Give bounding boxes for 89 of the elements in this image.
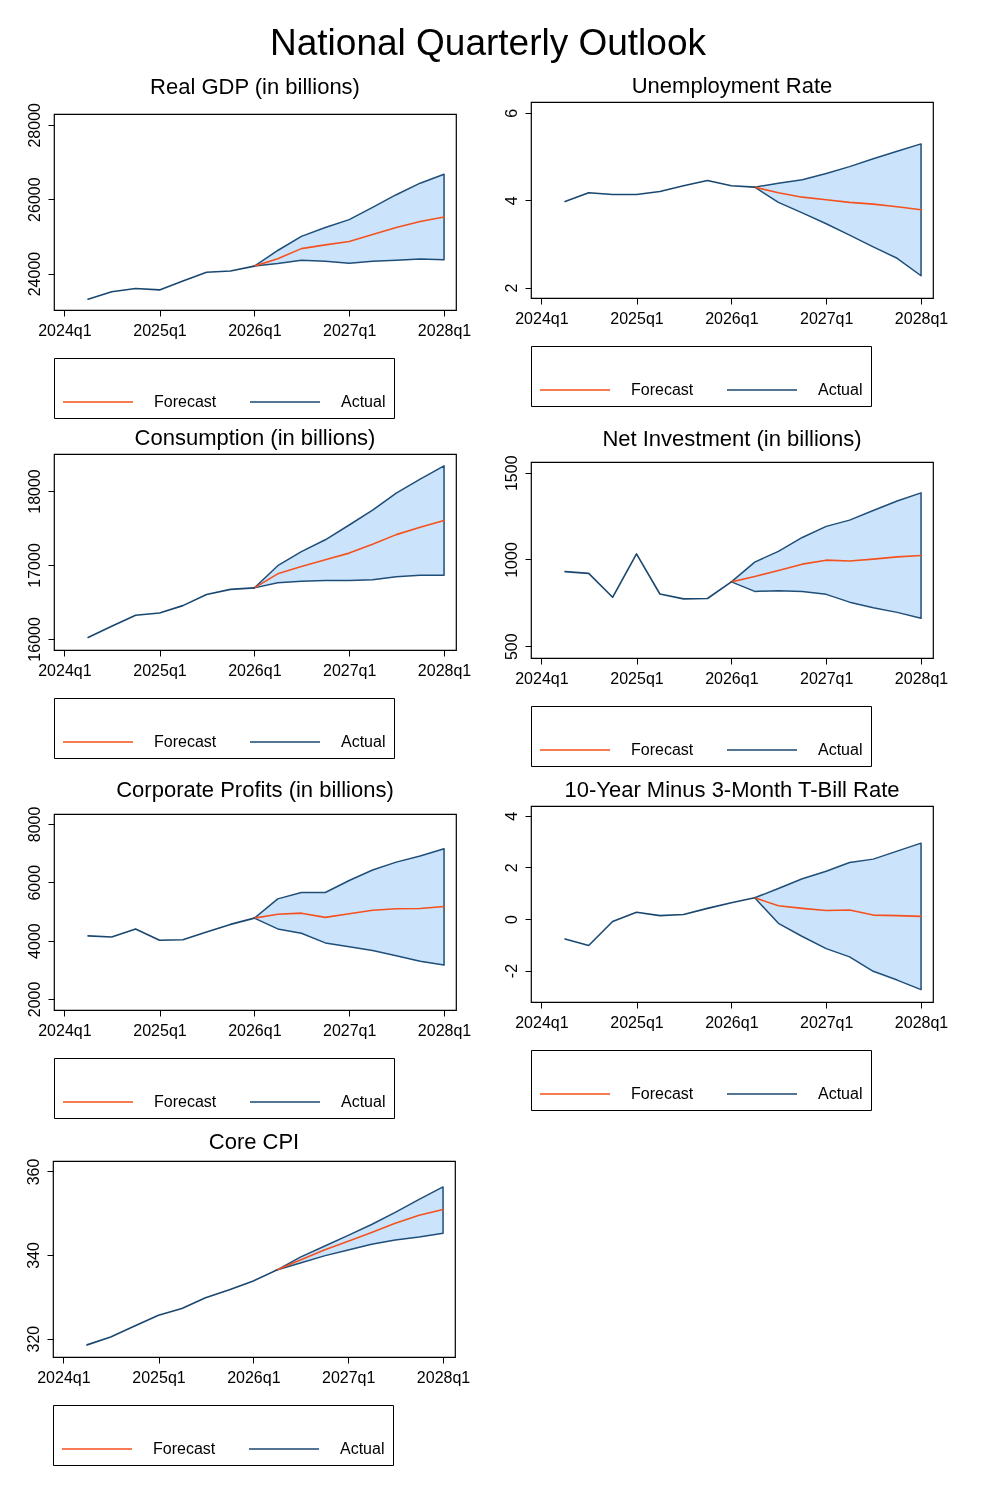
y-tick-label: 24000 — [25, 251, 43, 297]
y-tick-label: 2 — [502, 283, 520, 293]
y-tick-label: 4 — [502, 196, 520, 206]
x-tick-label: 2028q1 — [417, 1021, 472, 1039]
x-tick-label: 2026q1 — [228, 1021, 282, 1039]
line-series — [253, 216, 445, 267]
y-tick-label: 500 — [502, 633, 520, 661]
line-series — [253, 905, 445, 919]
x-tick-label: 2027q1 — [800, 309, 854, 327]
x-tick-label: 2024q1 — [38, 661, 92, 679]
x-tick-label: 2028q1 — [894, 309, 949, 327]
chart-title: Net Investment (in billions) — [602, 425, 862, 451]
legend-label: Forecast — [154, 393, 217, 410]
x-tick-label: 2027q1 — [323, 1021, 377, 1039]
x-tick-label: 2027q1 — [323, 321, 377, 339]
x-tick-label: 2028q1 — [894, 669, 949, 687]
legend-label: Forecast — [631, 381, 694, 398]
y-tick-label: 2000 — [25, 981, 43, 1018]
y-tick-label: 16000 — [25, 617, 43, 662]
x-tick-label: 2025q1 — [133, 1021, 187, 1039]
line-series — [275, 1208, 444, 1271]
x-tick-label: 2024q1 — [37, 1368, 91, 1386]
legend-label: Actual — [341, 393, 386, 410]
legend-label: Actual — [341, 1093, 386, 1110]
x-tick-label: 2025q1 — [610, 1013, 664, 1031]
y-tick-label: 6000 — [25, 864, 43, 901]
y-tick-label: 0 — [502, 914, 520, 924]
line-series — [253, 519, 445, 589]
x-tick-label: 2026q1 — [705, 309, 759, 327]
legend-label: Actual — [818, 381, 863, 398]
y-tick-label: 2 — [502, 863, 520, 873]
x-tick-label: 2027q1 — [323, 661, 377, 679]
legend-label: Actual — [340, 1440, 385, 1457]
x-tick-label: 2026q1 — [705, 1013, 759, 1031]
legend-label: Forecast — [153, 1440, 216, 1457]
legend-label: Actual — [341, 733, 386, 750]
legend-label: Forecast — [631, 1085, 694, 1102]
x-tick-label: 2024q1 — [38, 321, 92, 339]
x-tick-label: 2024q1 — [38, 1021, 92, 1039]
y-tick-label: 17000 — [25, 543, 43, 588]
legend-label: Forecast — [154, 733, 217, 750]
x-tick-label: 2027q1 — [800, 1013, 854, 1031]
chart-title: Real GDP (in billions) — [150, 73, 360, 99]
x-tick-label: 2024q1 — [515, 309, 569, 327]
x-tick-label: 2026q1 — [705, 669, 759, 687]
legend-label: Actual — [818, 1085, 863, 1102]
chart-title: Consumption (in billions) — [134, 425, 376, 450]
legend-label: Forecast — [154, 1093, 217, 1110]
x-tick-label: 2027q1 — [800, 669, 854, 687]
chart-title: Unemployment Rate — [631, 73, 833, 98]
x-tick-label: 2025q1 — [133, 321, 187, 339]
y-tick-label: 320 — [24, 1325, 42, 1353]
y-tick-label: 1000 — [502, 542, 520, 578]
y-tick-label: 4000 — [25, 923, 43, 959]
x-tick-label: 2024q1 — [515, 669, 569, 687]
legend-label: Actual — [818, 741, 863, 758]
x-tick-label: 2025q1 — [132, 1368, 186, 1386]
y-tick-label: 18000 — [25, 469, 43, 514]
y-tick-label: 340 — [24, 1242, 42, 1269]
y-tick-label: 28000 — [25, 102, 43, 148]
x-tick-label: 2026q1 — [227, 1368, 281, 1386]
x-tick-label: 2026q1 — [228, 321, 282, 339]
line-series — [753, 186, 922, 211]
x-tick-label: 2027q1 — [322, 1368, 376, 1386]
x-tick-label: 2026q1 — [228, 661, 282, 679]
text: National Quarterly Outlook — [269, 22, 707, 64]
chart-title: Core CPI — [208, 1129, 300, 1155]
line-series — [87, 917, 256, 942]
x-tick-label: 2025q1 — [133, 661, 187, 679]
line-series — [730, 554, 922, 583]
y-tick-label: 4 — [502, 811, 520, 821]
line-series — [753, 897, 922, 918]
chart-title: 10-Year Minus 3-Month T-Bill Rate — [564, 777, 900, 802]
x-tick-label: 2025q1 — [610, 309, 664, 327]
x-tick-label: 2028q1 — [417, 661, 472, 679]
y-tick-label: 360 — [24, 1158, 42, 1186]
line-series — [86, 1269, 278, 1346]
legend-label: Forecast — [631, 741, 694, 758]
y-tick-label: 1500 — [502, 455, 520, 492]
chart-title: Corporate Profits (in billions) — [116, 777, 394, 803]
x-tick-label: 2025q1 — [610, 669, 664, 687]
y-tick-label: -2 — [502, 963, 520, 979]
x-tick-label: 2028q1 — [416, 1368, 471, 1386]
x-tick-label: 2028q1 — [894, 1013, 949, 1031]
x-tick-label: 2024q1 — [515, 1013, 569, 1031]
y-tick-label: 6 — [502, 108, 520, 118]
y-tick-label: 8000 — [25, 806, 43, 843]
y-tick-label: 26000 — [25, 177, 43, 222]
x-tick-label: 2028q1 — [417, 321, 472, 339]
